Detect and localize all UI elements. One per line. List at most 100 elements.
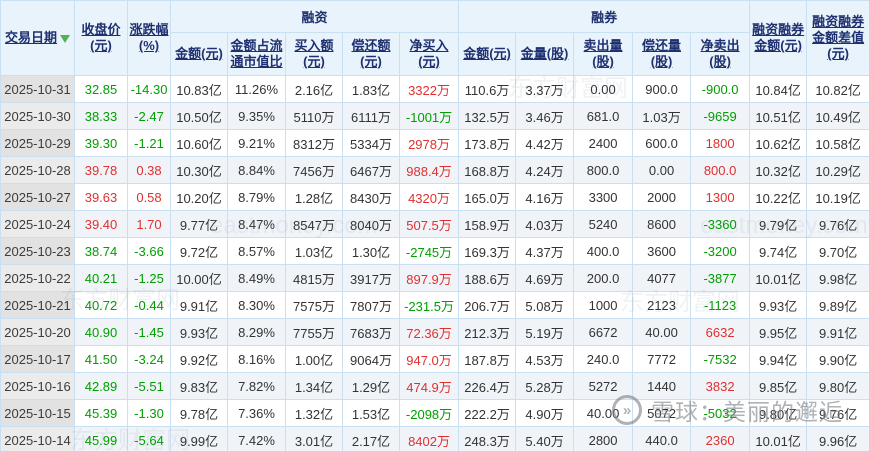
lending-amount-cell: 222.2万	[458, 399, 517, 427]
financing-repay-amount-cell: 8430万	[342, 183, 400, 211]
margin-balance-cell: 9.93亿	[749, 291, 808, 319]
lending-amount-cell: 212.3万	[458, 318, 517, 346]
financing-buy-amount-cell: 1.03亿	[285, 237, 343, 265]
col-header-change-percent[interactable]: 涨跌幅 (%)	[127, 0, 171, 76]
lending-volume-cell: 5.40万	[515, 426, 575, 451]
col-header-margin-balance[interactable]: 融资融券 金额(元)	[749, 0, 808, 76]
lending-net-sell-cell: 1300	[690, 183, 751, 211]
financing-buy-amount-cell: 8547万	[285, 210, 343, 238]
financing-buy-amount-cell: 1.28亿	[285, 183, 343, 211]
lending-net-sell-cell: -1123	[690, 291, 751, 319]
change-percent-cell: 1.70	[127, 210, 171, 238]
financing-net-buy-cell: 897.9万	[398, 264, 460, 292]
financing-repay-amount-cell: 7683万	[342, 318, 400, 346]
col-header-close-price[interactable]: 收盘价 (元)	[74, 0, 128, 76]
lending-repay-volume-cell: 7772	[632, 345, 692, 373]
close-price-cell: 39.40	[74, 210, 128, 238]
margin-balance-cell: 10.32亿	[749, 156, 808, 184]
lending-sell-volume-cell: 3300	[573, 183, 634, 211]
financing-amount-cell: 9.92亿	[170, 345, 228, 373]
table-row: 2025-10-29 39.30 -1.21 10.60亿 9.21% 8312万 5334…	[0, 129, 869, 157]
financing-marketcap-ratio-cell: 8.29%	[227, 318, 286, 346]
trade-date-cell: 2025-10-24	[0, 210, 75, 238]
financing-buy-amount-cell: 8312万	[285, 129, 343, 157]
col-header-trade-date[interactable]: 交易日期	[0, 0, 75, 76]
trade-date-cell: 2025-10-29	[0, 129, 75, 157]
lending-amount-cell: 158.9万	[458, 210, 517, 238]
col-header-lending-volume[interactable]: 金量(股)	[515, 32, 575, 76]
lending-net-sell-cell: 2360	[690, 426, 751, 451]
financing-net-buy-cell: 3322万	[398, 75, 460, 103]
lending-sell-volume-cell: 400.0	[573, 237, 634, 265]
table-row: 2025-10-16 42.89 -5.51 9.83亿 7.82% 1.34亿 1.29亿…	[0, 372, 869, 400]
financing-buy-amount-cell: 7755万	[285, 318, 343, 346]
margin-amount-diff-cell: 9.76亿	[806, 399, 869, 427]
financing-buy-amount-cell: 1.32亿	[285, 399, 343, 427]
margin-amount-diff-cell: 10.58亿	[806, 129, 869, 157]
sort-desc-icon[interactable]	[60, 34, 70, 43]
financing-net-buy-cell: 947.0万	[398, 345, 460, 373]
lending-amount-cell: 206.7万	[458, 291, 517, 319]
table-row: 2025-10-14 45.99 -5.64 9.99亿 7.42% 3.01亿 2.17亿…	[0, 426, 869, 451]
change-percent-cell: -5.51	[127, 372, 171, 400]
table-row: 2025-10-30 38.33 -2.47 10.50亿 9.35% 5110万 6111…	[0, 102, 869, 130]
lending-volume-cell: 4.24万	[515, 156, 575, 184]
lending-amount-cell: 168.8万	[458, 156, 517, 184]
close-price-cell: 40.21	[74, 264, 128, 292]
financing-marketcap-ratio-cell: 8.16%	[227, 345, 286, 373]
change-percent-cell: -0.44	[127, 291, 171, 319]
margin-balance-cell: 9.85亿	[749, 372, 808, 400]
col-header-financing-amount[interactable]: 金额(元)	[170, 32, 228, 76]
lending-repay-volume-cell: 600.0	[632, 129, 692, 157]
change-percent-cell: -1.30	[127, 399, 171, 427]
col-header-margin-diff[interactable]: 融资融券 金额差值 (元)	[806, 0, 869, 76]
financing-amount-cell: 10.30亿	[170, 156, 228, 184]
lending-volume-cell: 4.37万	[515, 237, 575, 265]
lending-amount-cell: 188.6万	[458, 264, 517, 292]
financing-buy-amount-cell: 7575万	[285, 291, 343, 319]
close-price-cell: 39.63	[74, 183, 128, 211]
close-price-cell: 38.74	[74, 237, 128, 265]
margin-amount-diff-cell: 9.80亿	[806, 372, 869, 400]
lending-volume-cell: 4.90万	[515, 399, 575, 427]
margin-amount-diff-cell: 9.98亿	[806, 264, 869, 292]
trade-date-cell: 2025-10-22	[0, 264, 75, 292]
financing-buy-amount-cell: 1.00亿	[285, 345, 343, 373]
table-row: 2025-10-22 40.21 -1.25 10.00亿 8.49% 4815万 3917…	[0, 264, 869, 292]
financing-amount-cell: 9.83亿	[170, 372, 228, 400]
lending-amount-cell: 132.5万	[458, 102, 517, 130]
close-price-cell: 39.78	[74, 156, 128, 184]
close-price-cell: 40.72	[74, 291, 128, 319]
margin-amount-diff-cell: 9.90亿	[806, 345, 869, 373]
lending-volume-cell: 4.03万	[515, 210, 575, 238]
trade-date-cell: 2025-10-17	[0, 345, 75, 373]
col-header-financing-repay[interactable]: 偿还额 (元)	[342, 32, 400, 76]
financing-marketcap-ratio-cell: 8.49%	[227, 264, 286, 292]
lending-sell-volume-cell: 1000	[573, 291, 634, 319]
financing-net-buy-cell: -231.5万	[398, 291, 460, 319]
financing-buy-amount-cell: 2.16亿	[285, 75, 343, 103]
col-header-lending-amount[interactable]: 金额(元)	[458, 32, 517, 76]
margin-balance-cell: 10.01亿	[749, 426, 808, 451]
financing-amount-cell: 10.20亿	[170, 183, 228, 211]
financing-amount-cell: 9.93亿	[170, 318, 228, 346]
lending-sell-volume-cell: 200.0	[573, 264, 634, 292]
margin-amount-diff-cell: 10.19亿	[806, 183, 869, 211]
col-header-lending-sell[interactable]: 卖出量 (股)	[573, 32, 634, 76]
financing-marketcap-ratio-cell: 8.84%	[227, 156, 286, 184]
close-price-cell: 39.30	[74, 129, 128, 157]
financing-net-buy-cell: 4320万	[398, 183, 460, 211]
col-header-financing-buy[interactable]: 买入额 (元)	[285, 32, 343, 76]
col-header-lending-repay[interactable]: 偿还量 (股)	[632, 32, 692, 76]
financing-buy-amount-cell: 1.34亿	[285, 372, 343, 400]
margin-amount-diff-cell: 9.96亿	[806, 426, 869, 451]
col-header-financing-marketcap-ratio[interactable]: 金额占流 通市值比	[227, 32, 286, 76]
trade-date-cell: 2025-10-14	[0, 426, 75, 451]
col-header-lending-net-sell[interactable]: 净卖出 (股)	[690, 32, 751, 76]
close-price-cell: 40.90	[74, 318, 128, 346]
lending-sell-volume-cell: 800.0	[573, 156, 634, 184]
lending-volume-cell: 4.69万	[515, 264, 575, 292]
change-percent-cell: -3.24	[127, 345, 171, 373]
trade-date-label: 交易日期	[4, 29, 57, 45]
col-header-financing-net-buy[interactable]: 净买入 (元)	[398, 32, 460, 76]
